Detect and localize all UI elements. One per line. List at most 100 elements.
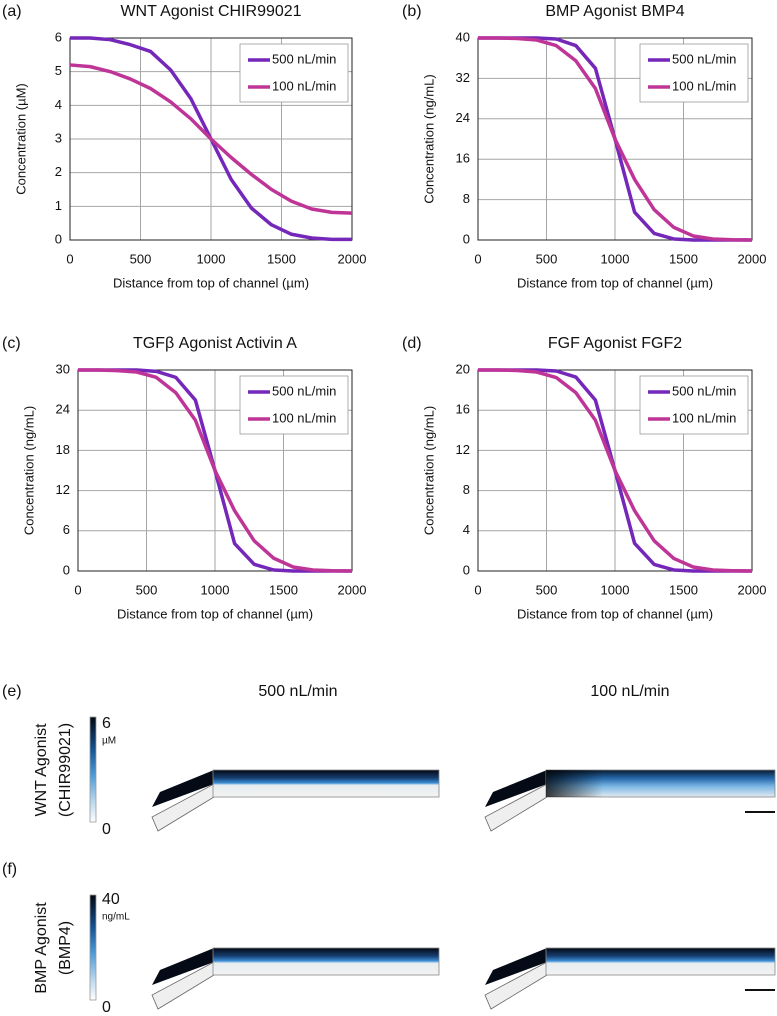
panel-label: (c) [2, 335, 21, 352]
x-tick-label: 1500 [669, 582, 698, 597]
chart-title: WNT Agonist CHIR99021 [120, 3, 301, 20]
main-channel-shade [546, 770, 775, 797]
series-line [478, 36, 753, 242]
y-axis-label: Concentration (ng/mL) [421, 74, 436, 203]
panel-label: (f) [2, 861, 17, 878]
y-tick-label: 24 [456, 110, 470, 125]
panel-label: (a) [2, 3, 22, 20]
y-tick-label: 4 [55, 97, 62, 112]
y-tick-label: 40 [456, 29, 470, 44]
legend-box [239, 43, 349, 103]
y-tick-label: 0 [463, 231, 470, 246]
legend-label: 500 nL/min [272, 383, 336, 398]
main-channel [212, 769, 440, 798]
chart-title: TGFβ Agonist Activin A [133, 335, 297, 352]
panel-label: (d) [402, 335, 422, 352]
y-tick-label: 6 [63, 522, 70, 537]
inlet-arm [485, 948, 547, 985]
colorbar-max: 6 [102, 715, 111, 732]
x-axis-label: Distance from top of channel (µm) [517, 275, 713, 290]
legend-label: 500 nL/min [672, 51, 736, 66]
panel-label: (b) [402, 3, 422, 20]
colorbar-min: 0 [102, 821, 111, 838]
plot-frame [477, 369, 753, 572]
legend-label: 500 nL/min [672, 383, 736, 398]
channel-fast [151, 769, 440, 832]
chart: (a) WNT Agonist CHIR99021 0 1 2 3 4 5 6 0 500 1000 1… [2, 3, 366, 290]
y-tick-label: 32 [456, 70, 470, 85]
x-tick-label: 0 [474, 251, 481, 266]
y-tick-label: 8 [463, 191, 470, 206]
simulation-row: (e) WNT Agonist (CHIR99021) 6 µM 0 [2, 683, 776, 838]
y-axis-label: Concentration (µM) [13, 83, 28, 195]
inlet-arm [485, 770, 547, 807]
y-tick-label: 16 [456, 402, 470, 417]
chart-title: FGF Agonist FGF2 [548, 335, 682, 352]
plot-frame [477, 37, 753, 241]
y-tick-label: 6 [55, 29, 62, 44]
y-tick-label: 30 [56, 361, 70, 376]
y-tick-label: 1 [55, 198, 62, 213]
x-tick-label: 1500 [669, 251, 698, 266]
plot-frame [69, 37, 353, 241]
series-line [69, 63, 353, 215]
x-tick-label: 0 [66, 251, 73, 266]
colorbar-min: 0 [102, 999, 111, 1016]
y-tick-label: 12 [456, 442, 470, 457]
legend-label: 100 nL/min [672, 410, 736, 425]
inlet-arm [152, 948, 214, 985]
x-tick-label: 2000 [338, 251, 367, 266]
panel-label: (e) [2, 683, 22, 700]
y-tick-label: 3 [55, 130, 62, 145]
x-tick-label: 500 [136, 582, 158, 597]
x-tick-label: 500 [536, 582, 558, 597]
y-tick-label: 16 [456, 151, 470, 166]
channel-slow [484, 769, 776, 832]
y-tick-label: 20 [456, 361, 470, 376]
channel-fast [151, 947, 440, 1010]
x-tick-label: 500 [536, 251, 558, 266]
y-axis-label: Concentration (ng/mL) [421, 406, 436, 535]
y-tick-label: 0 [55, 231, 62, 246]
x-tick-label: 500 [130, 251, 152, 266]
row-label: (BMP4) [57, 921, 74, 975]
y-tick-label: 0 [463, 562, 470, 577]
series-line [478, 368, 753, 573]
column-header: 500 nL/min [258, 683, 337, 700]
y-axis-label: Concentration (ng/mL) [21, 406, 36, 535]
x-tick-label: 0 [474, 582, 481, 597]
colorbar-unit: µM [102, 736, 116, 747]
x-tick-label: 0 [74, 582, 81, 597]
y-tick-label: 8 [463, 482, 470, 497]
legend-label: 100 nL/min [272, 78, 336, 93]
chart: (d) FGF Agonist FGF2 0 4 8 12 16 20 0 500 1000 1500… [402, 335, 766, 621]
simulation: 500 nL/min 100 nL/min (e) WNT Agonist (C… [2, 683, 776, 1016]
y-tick-label: 0 [63, 562, 70, 577]
colorbar [89, 894, 97, 1001]
x-tick-label: 2000 [338, 582, 367, 597]
colorbar-max: 40 [102, 891, 120, 908]
y-tick-label: 24 [56, 402, 70, 417]
row-label: (CHIR99021) [57, 723, 74, 817]
y-tick-label: 4 [463, 522, 470, 537]
main-channel [545, 947, 776, 976]
x-tick-label: 2000 [738, 251, 767, 266]
row-label: BMP Agonist [33, 902, 50, 994]
y-tick-label: 5 [55, 63, 62, 78]
row-label: WNT Agonist [33, 723, 50, 817]
legend-label: 500 nL/min [272, 51, 336, 66]
column-header: 100 nL/min [590, 683, 669, 700]
x-axis-label: Distance from top of channel (µm) [517, 606, 713, 621]
x-tick-label: 1000 [201, 582, 230, 597]
chart: (b) BMP Agonist BMP4 0 8 16 24 32 40 0 500 1000 150… [402, 3, 766, 290]
colorbar [89, 716, 97, 823]
x-tick-label: 2000 [738, 582, 767, 597]
main-channel [212, 947, 440, 976]
legend-label: 100 nL/min [272, 410, 336, 425]
simulation-row: (f) BMP Agonist (BMP4) 40 ng/mL 0 [2, 861, 776, 1016]
plot-frame [77, 369, 353, 572]
x-axis-label: Distance from top of channel (µm) [113, 275, 309, 290]
channel-slow [484, 947, 776, 1010]
legend-box [639, 375, 749, 435]
